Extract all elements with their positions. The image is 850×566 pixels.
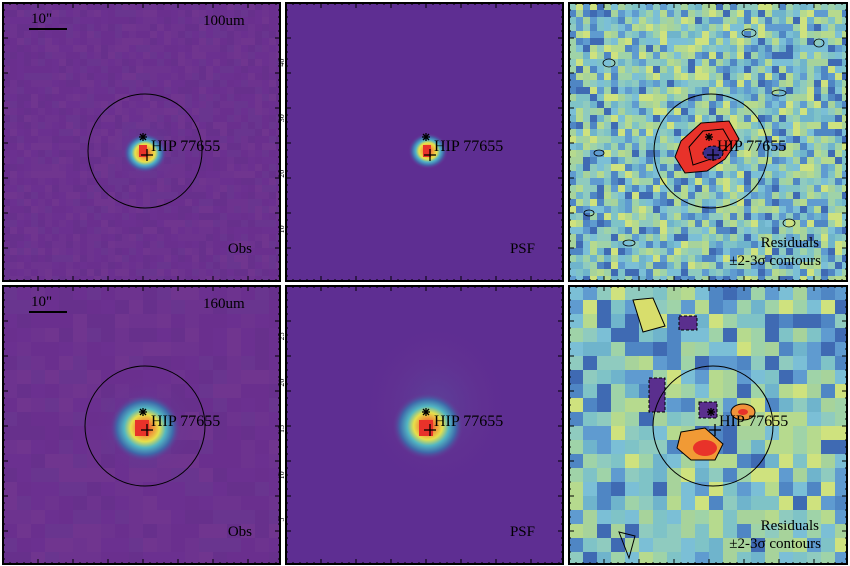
source-label: HIP 77655: [151, 138, 220, 155]
noise-contour: [771, 89, 787, 97]
noise-contour: [782, 218, 796, 228]
aperture-circle: [84, 365, 206, 487]
axis-tick-label: 40: [277, 59, 286, 67]
source-label: HIP 77655: [434, 413, 503, 430]
psf-peak: [419, 420, 433, 436]
source-label: HIP 77655: [434, 138, 503, 155]
noise-contour: [741, 28, 757, 38]
source-label: HIP 77655: [719, 413, 788, 430]
psf-peak: [423, 145, 431, 157]
panel-frame: [568, 2, 848, 282]
scale-bar-label: 10": [31, 294, 52, 310]
position-markers: [139, 408, 153, 436]
aperture-circle: [652, 365, 774, 487]
band-label: 160um: [203, 296, 245, 312]
source-label: HIP 77655: [151, 413, 220, 430]
residual-negative: [648, 377, 666, 413]
panel-label-line1: Residuals: [761, 518, 819, 534]
axis-tick-label: 5: [277, 518, 286, 522]
scale-bar-label: 10": [31, 11, 52, 27]
axis-tick-label: 10: [277, 225, 286, 233]
axis-tick-label: 20: [277, 170, 286, 178]
residual-negative-3: [678, 315, 698, 331]
axis-tick-label: 30: [277, 114, 286, 122]
panel-label-line2: ±2-3σ contours: [729, 536, 821, 552]
panel-label: PSF: [510, 524, 535, 540]
residual-positive: [674, 120, 740, 174]
noise-contour: [622, 239, 636, 247]
panel-residual-100um: HIP 77655 Residuals ±2-3σ contours: [568, 2, 848, 282]
panel-residual-160um: HIP 77655 Residuals ±2-3σ contours: [568, 285, 848, 565]
panel-label-line1: Residuals: [761, 235, 819, 251]
axis-tick-label: 25: [277, 332, 286, 340]
noise-contour: [593, 149, 605, 157]
source-label: HIP 77655: [717, 138, 786, 155]
axis-tick-label: 15: [277, 425, 286, 433]
noise-contour: [618, 531, 636, 560]
source-peak: [139, 145, 147, 157]
source-peak: [135, 420, 149, 436]
noise-contour: [583, 209, 595, 217]
panel-label: Obs: [228, 524, 252, 540]
residual-contour-inner: [688, 128, 732, 166]
panel-frame: [568, 285, 848, 565]
band-label: 100um: [203, 13, 245, 29]
panel-label: PSF: [510, 241, 535, 257]
panel-frame: [2, 285, 281, 565]
panel-frame: [2, 2, 281, 282]
panel-obs-160um: HIP 77655 10" 160um Obs: [2, 285, 281, 565]
noise-contour: [813, 38, 825, 48]
panel-frame: [285, 2, 564, 282]
panel-label-line2: ±2-3σ contours: [729, 253, 821, 269]
residual-peak: [693, 440, 717, 456]
aperture-circle: [87, 93, 203, 209]
panel-label: Obs: [228, 241, 252, 257]
position-markers: [707, 408, 721, 436]
panel-obs-100um: HIP 77655 10" 100um Obs: [2, 2, 281, 282]
position-markers: [705, 133, 719, 161]
position-markers: [422, 408, 436, 436]
residual-positive-3: [632, 297, 666, 333]
position-markers: [139, 133, 153, 161]
aperture-circle: [653, 93, 769, 209]
position-markers: [422, 133, 436, 161]
panel-psf-100um: HIP 77655 PSF 10 20 30 40: [277, 2, 564, 282]
residual-negative-2: [698, 401, 718, 419]
residual-peak-2: [738, 409, 748, 415]
axis-tick-label: 20: [277, 379, 286, 387]
panel-psf-160um: HIP 77655 PSF 5 10 15 20 25: [277, 285, 564, 565]
axis-tick-label: 10: [277, 471, 286, 479]
panel-frame: [285, 285, 564, 565]
noise-contour: [602, 58, 616, 68]
